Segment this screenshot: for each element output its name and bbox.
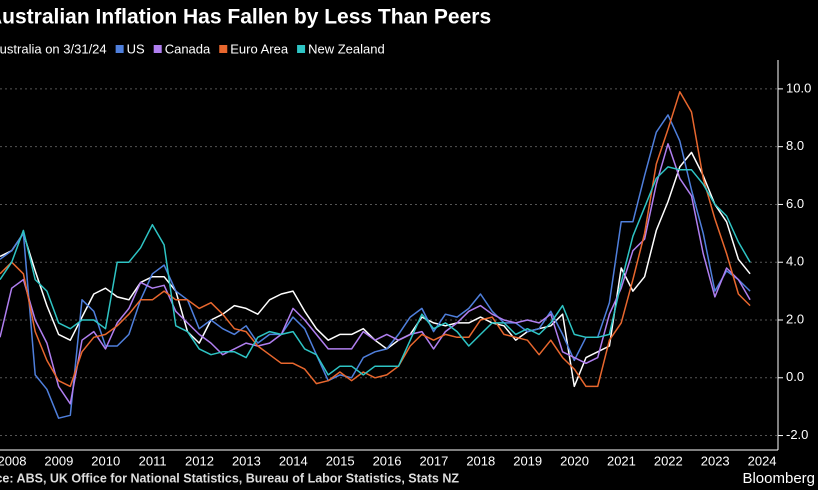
legend-swatch: [153, 45, 162, 53]
x-tick-label: 2017: [419, 453, 448, 468]
legend-label: US: [127, 41, 145, 56]
y-tick-label: 10.0: [786, 80, 811, 95]
x-tick-label: 2015: [326, 453, 355, 468]
x-tick-label: 2019: [513, 453, 542, 468]
y-tick-label: 8.0: [786, 138, 804, 153]
x-tick-label: 2016: [373, 453, 402, 468]
legend-swatch: [219, 45, 228, 53]
y-tick-label: 4.0: [786, 254, 804, 269]
x-tick-label: 2008: [0, 453, 26, 468]
legend-label: Australia on 3/31/24: [0, 41, 107, 56]
source-note: Source: ABS, UK Office for National Stat…: [0, 471, 459, 485]
x-tick-label: 2012: [185, 453, 214, 468]
credit: Bloomberg: [742, 470, 815, 487]
x-tick-label: 2020: [560, 453, 589, 468]
chart-title: Australian Inflation Has Fallen by Less …: [0, 6, 491, 29]
x-tick-label: 2009: [44, 453, 73, 468]
series-line: [0, 114, 751, 419]
x-tick-label: 2010: [91, 453, 120, 468]
legend-swatch: [297, 45, 306, 53]
x-tick-label: 2021: [607, 453, 636, 468]
x-tick-label: 2018: [466, 453, 495, 468]
series-line: [0, 143, 751, 405]
x-tick-label: 2013: [232, 453, 261, 468]
x-tick-label: 2014: [279, 453, 308, 468]
y-tick-label: 6.0: [786, 196, 804, 211]
legend-label: Euro Area: [230, 41, 289, 56]
legend-label: New Zealand: [308, 41, 385, 56]
x-tick-label: 2023: [701, 453, 730, 468]
series-line: [0, 166, 751, 376]
series-line: [0, 91, 751, 388]
legend-swatch: [115, 45, 124, 53]
y-tick-label: 0.0: [786, 369, 804, 384]
x-tick-label: 2011: [139, 453, 167, 468]
y-tick-label: -2.0: [786, 427, 808, 442]
legend-label: Canada: [165, 41, 211, 56]
y-tick-label: 2.0: [786, 311, 804, 326]
x-tick-label: 2022: [654, 453, 683, 468]
x-tick-label: 2024: [748, 453, 777, 468]
